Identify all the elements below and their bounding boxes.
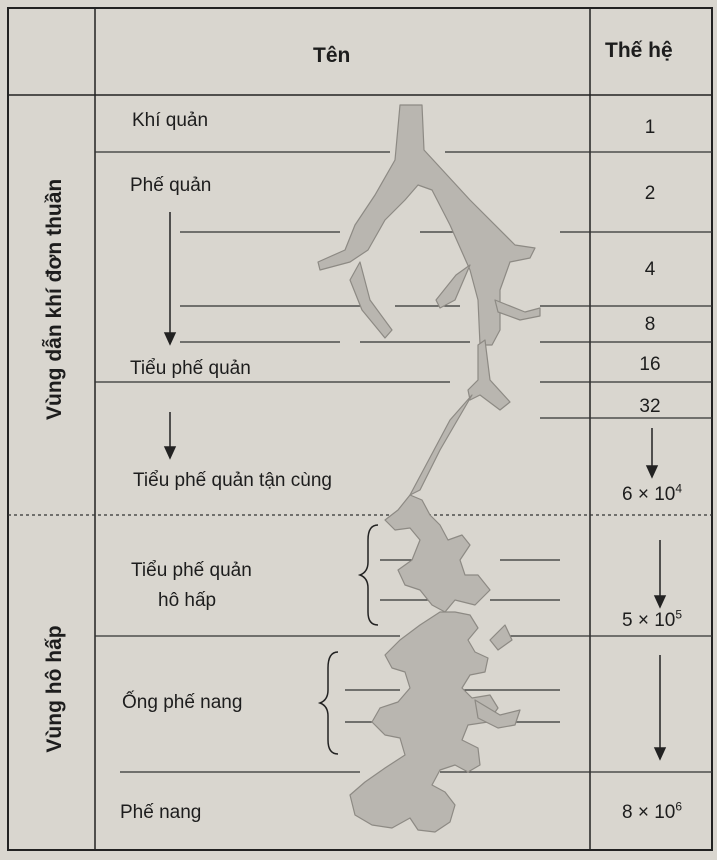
name-alveolus: Phế nang: [120, 802, 202, 823]
generation-terminal-base: 6 × 10: [622, 484, 676, 505]
generation-column-arrows: [645, 428, 667, 761]
generation-1: 1: [644, 117, 656, 138]
name-alveolar-duct: Ống phế nang: [122, 692, 243, 713]
generation-2: 2: [644, 183, 656, 204]
name-bronchus: Phế quản: [130, 175, 212, 196]
header-name: Tên: [313, 44, 351, 67]
generation-alveolus: 8 × 106: [622, 799, 683, 824]
zone-label-respiratory: Vùng hô hấp: [43, 625, 66, 753]
name-column-arrows: [163, 212, 177, 460]
table-frame: [7, 7, 713, 851]
brace-alveolar-duct: [317, 651, 339, 755]
name-trachea: Khí quản: [132, 110, 209, 131]
generation-4: 4: [644, 259, 656, 280]
generation-respiratory: 5 × 105: [622, 607, 683, 632]
zone-label-conducting: Vùng dẫn khí đơn thuần: [43, 178, 66, 420]
generation-8: 8: [644, 314, 656, 335]
name-terminal-bronchiole: Tiểu phế quản tận cùng: [133, 470, 332, 491]
airway-tree-illustration: [317, 104, 541, 833]
generation-respiratory-base: 5 × 10: [622, 610, 676, 631]
generation-respiratory-exp: 5: [675, 607, 683, 622]
header-generation: Thế hệ: [605, 39, 673, 62]
generation-terminal-exp: 4: [675, 481, 683, 496]
name-respiratory-bronchiole-line1: Tiểu phế quản: [131, 560, 252, 581]
name-respiratory-bronchiole-line2: hô hấp: [158, 590, 217, 611]
generation-32: 32: [639, 396, 661, 417]
generation-alveolus-exp: 6: [675, 799, 683, 814]
generation-alveolus-base: 8 × 10: [622, 802, 676, 823]
row-lines: [95, 151, 712, 773]
generation-16: 16: [639, 354, 661, 375]
brace-respiratory-bronchiole: [357, 524, 379, 626]
generation-terminal: 6 × 104: [622, 481, 683, 506]
name-bronchiole: Tiểu phế quản: [130, 358, 251, 379]
